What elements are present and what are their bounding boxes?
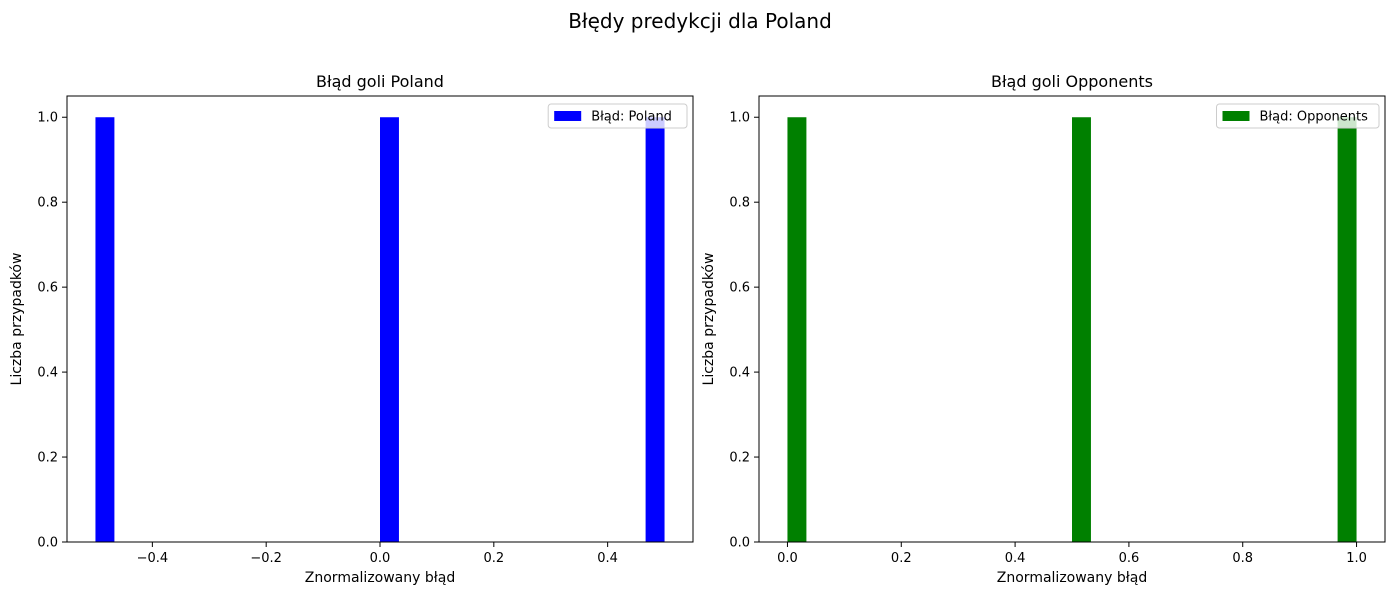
chart-0-bar-0: [95, 117, 115, 542]
chart-poland: −0.4 −0.2 0.0 0.2 0.4 0.0 0.2 0.4 0.6 0.8 1.0 Błąd …: [9, 72, 694, 586]
chart-0-bar-1: [380, 117, 399, 542]
chart-0-ytick-label-4: 0.8: [37, 196, 58, 211]
chart-0-xtick-label-3: 0.2: [483, 551, 504, 566]
chart-1-legend: Błąd: Opponents: [1216, 103, 1380, 129]
chart-0-ytick-label-2: 0.4: [37, 366, 58, 381]
chart-0-xlabel: Znormalizowany błąd: [305, 570, 455, 586]
chart-0-legend-swatch: [554, 111, 582, 121]
chart-1-ytick-label-5: 1.0: [729, 111, 750, 126]
chart-0-ytick-label-0: 0.0: [37, 536, 58, 551]
chart-0-legend-box: [547, 103, 688, 129]
chart-1-xlabel: Znormalizowany błąd: [997, 570, 1147, 586]
chart-0-xtick-label-2: 0.0: [370, 551, 391, 566]
chart-1-bar-2: [1337, 117, 1357, 542]
figure-suptitle: Błędy predykcji dla Poland: [568, 9, 832, 33]
chart-1-legend-box: [1216, 103, 1380, 129]
chart-1-ytick-label-3: 0.6: [729, 281, 750, 296]
chart-0-ytick-label-5: 1.0: [37, 111, 58, 126]
chart-0-xtick-label-1: −0.2: [250, 551, 282, 566]
chart-1-xtick-label-1: 0.2: [891, 551, 912, 566]
chart-opponents: 0.0 0.2 0.4 0.6 0.8 1.0 0.0 0.2 0.4 0.6 0.8 1.0 Błąd…: [701, 72, 1386, 586]
chart-0-xtick-label-0: −0.4: [137, 551, 169, 566]
chart-0-legend: Błąd: Poland: [547, 103, 688, 129]
chart-0-ylabel: Liczba przypadków: [9, 253, 25, 386]
chart-1-ytick-label-2: 0.4: [729, 366, 750, 381]
chart-1-legend-swatch: [1222, 111, 1250, 121]
chart-1-xtick-label-5: 1.0: [1346, 551, 1367, 566]
chart-1-ytick-label-0: 0.0: [729, 536, 750, 551]
chart-0-title: Błąd goli Poland: [316, 72, 444, 91]
chart-1-axes-frame: [758, 95, 1386, 543]
chart-1-legend-label: Błąd: Opponents: [1260, 110, 1369, 125]
chart-1-xtick-label-0: 0.0: [777, 551, 798, 566]
chart-1-bar-1: [1072, 117, 1091, 542]
chart-1-ytick-label-4: 0.8: [729, 196, 750, 211]
chart-1-xtick-label-4: 0.8: [1232, 551, 1253, 566]
chart-0-ytick-label-1: 0.2: [37, 451, 58, 466]
chart-1-ylabel: Liczba przypadków: [701, 253, 717, 386]
chart-1-xtick-label-2: 0.4: [1005, 551, 1026, 566]
chart-1-title: Błąd goli Opponents: [991, 72, 1153, 91]
chart-0-bar-2: [645, 117, 665, 542]
chart-0-xtick-label-4: 0.4: [597, 551, 618, 566]
chart-0-ytick-label-3: 0.6: [37, 281, 58, 296]
chart-1-xtick-label-3: 0.6: [1119, 551, 1140, 566]
chart-1-bar-0: [787, 117, 807, 542]
chart-1-ytick-label-1: 0.2: [729, 451, 750, 466]
chart-0-legend-label: Błąd: Poland: [591, 110, 672, 125]
